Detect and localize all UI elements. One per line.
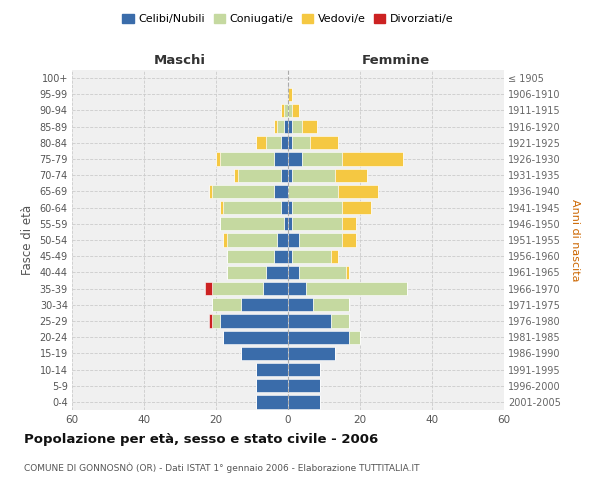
Bar bbox=[256, 396, 288, 408]
Bar bbox=[209, 185, 212, 198]
Bar bbox=[288, 396, 320, 408]
Bar bbox=[220, 217, 284, 230]
Bar bbox=[227, 234, 277, 246]
Bar bbox=[209, 314, 212, 328]
Bar bbox=[292, 104, 299, 117]
Bar bbox=[241, 346, 288, 360]
Bar bbox=[281, 104, 284, 117]
Bar bbox=[212, 282, 263, 295]
Bar bbox=[205, 282, 212, 295]
Bar bbox=[212, 185, 274, 198]
Bar bbox=[220, 152, 274, 166]
Bar bbox=[349, 330, 360, 344]
Bar bbox=[313, 298, 349, 312]
Bar bbox=[263, 282, 288, 295]
Bar bbox=[292, 217, 342, 230]
Bar bbox=[274, 120, 277, 134]
Bar bbox=[284, 120, 288, 134]
Bar bbox=[256, 363, 288, 376]
Bar bbox=[288, 217, 292, 230]
Bar bbox=[227, 266, 266, 279]
Bar bbox=[288, 104, 292, 117]
Bar bbox=[342, 152, 403, 166]
Bar bbox=[342, 234, 356, 246]
Bar bbox=[331, 314, 349, 328]
Bar bbox=[288, 152, 302, 166]
Bar bbox=[223, 234, 227, 246]
Bar bbox=[227, 250, 274, 263]
Bar bbox=[256, 136, 266, 149]
Bar bbox=[212, 314, 220, 328]
Bar bbox=[288, 88, 292, 101]
Bar bbox=[288, 346, 335, 360]
Bar bbox=[288, 250, 292, 263]
Bar bbox=[288, 298, 313, 312]
Bar bbox=[288, 234, 299, 246]
Bar bbox=[220, 314, 288, 328]
Text: COMUNE DI GONNOSNÒ (OR) - Dati ISTAT 1° gennaio 2006 - Elaborazione TUTTITALIA.I: COMUNE DI GONNOSNÒ (OR) - Dati ISTAT 1° … bbox=[24, 462, 419, 473]
Bar bbox=[277, 234, 288, 246]
Bar bbox=[223, 201, 281, 214]
Text: Maschi: Maschi bbox=[154, 54, 206, 67]
Bar bbox=[346, 266, 349, 279]
Bar bbox=[288, 168, 292, 182]
Bar bbox=[274, 185, 288, 198]
Bar bbox=[288, 363, 320, 376]
Bar bbox=[292, 136, 310, 149]
Bar bbox=[288, 330, 349, 344]
Bar bbox=[277, 120, 284, 134]
Bar bbox=[288, 136, 292, 149]
Bar bbox=[234, 168, 238, 182]
Bar bbox=[288, 314, 331, 328]
Bar bbox=[331, 250, 338, 263]
Text: Femmine: Femmine bbox=[362, 54, 430, 67]
Bar bbox=[238, 168, 281, 182]
Bar bbox=[342, 201, 371, 214]
Bar bbox=[302, 120, 317, 134]
Bar bbox=[281, 136, 288, 149]
Bar bbox=[342, 217, 356, 230]
Bar bbox=[288, 120, 292, 134]
Bar bbox=[335, 168, 367, 182]
Bar bbox=[284, 217, 288, 230]
Bar bbox=[281, 168, 288, 182]
Y-axis label: Fasce di età: Fasce di età bbox=[21, 205, 34, 275]
Bar bbox=[299, 266, 346, 279]
Legend: Celibi/Nubili, Coniugati/e, Vedovi/e, Divorziati/e: Celibi/Nubili, Coniugati/e, Vedovi/e, Di… bbox=[119, 10, 457, 28]
Bar bbox=[292, 201, 342, 214]
Bar bbox=[288, 266, 299, 279]
Bar bbox=[266, 136, 281, 149]
Bar bbox=[306, 282, 407, 295]
Bar bbox=[292, 168, 335, 182]
Bar bbox=[281, 201, 288, 214]
Bar bbox=[284, 104, 288, 117]
Bar bbox=[266, 266, 288, 279]
Bar bbox=[274, 250, 288, 263]
Bar bbox=[256, 379, 288, 392]
Y-axis label: Anni di nascita: Anni di nascita bbox=[571, 198, 580, 281]
Bar bbox=[288, 282, 306, 295]
Bar bbox=[302, 152, 342, 166]
Bar bbox=[288, 379, 320, 392]
Bar bbox=[241, 298, 288, 312]
Bar bbox=[310, 136, 338, 149]
Bar bbox=[216, 152, 220, 166]
Bar bbox=[288, 185, 338, 198]
Bar bbox=[292, 120, 302, 134]
Bar bbox=[288, 201, 292, 214]
Bar bbox=[212, 298, 241, 312]
Bar bbox=[299, 234, 342, 246]
Bar bbox=[274, 152, 288, 166]
Text: Popolazione per età, sesso e stato civile - 2006: Popolazione per età, sesso e stato civil… bbox=[24, 432, 378, 446]
Bar bbox=[292, 250, 331, 263]
Bar bbox=[220, 201, 223, 214]
Bar bbox=[338, 185, 378, 198]
Bar bbox=[223, 330, 288, 344]
